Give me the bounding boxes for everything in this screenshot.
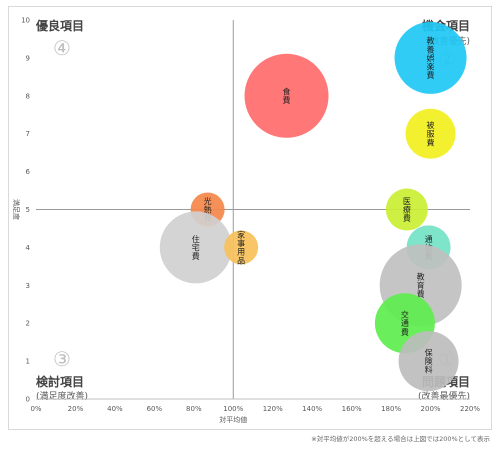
quadrant-title: 優良項目: [35, 18, 84, 33]
x-tick-label: 60%: [147, 405, 163, 413]
y-tick-label: 8: [26, 92, 30, 100]
bubble-label: 被服費: [427, 120, 435, 147]
quadrant-subtitle: (満足度改善): [36, 390, 88, 402]
x-tick-label: 140%: [302, 405, 322, 413]
x-axis-label: 対平均値: [219, 415, 247, 424]
bubble: [159, 211, 232, 284]
bubble: [385, 188, 428, 231]
y-tick-label: 5: [26, 206, 30, 214]
chart-frame: [8, 6, 492, 430]
quadrant-number: ④: [53, 36, 71, 60]
y-tick-label: 2: [26, 320, 30, 328]
x-tick-label: 100%: [223, 405, 243, 413]
x-tick-label: 200%: [421, 405, 441, 413]
x-tick-label: 180%: [381, 405, 401, 413]
y-tick-label: 4: [26, 244, 31, 252]
bubbles: 食費教養娯楽費被服費光熱費医療費住宅費家事用品通信費教育費交通費保険料: [159, 21, 467, 392]
x-tick-label: 20%: [68, 405, 84, 413]
x-tick-label: 0%: [30, 405, 41, 413]
bubble-label: 交通費: [401, 310, 409, 337]
bubble-label: 食費: [283, 87, 291, 106]
bubble: [398, 331, 459, 392]
y-tick-label: 3: [26, 282, 30, 290]
y-tick-label: 6: [26, 168, 31, 176]
quadrant-title: 検討項目: [36, 374, 84, 389]
quadrant-subtitle: (改善最優先): [418, 390, 470, 402]
y-tick-label: 7: [26, 130, 30, 138]
y-tick-label: 9: [26, 54, 30, 62]
bubble-label: 家事用品: [237, 230, 245, 266]
footnote: ※対平均値が200%を超える場合は上図では200%として表示: [311, 435, 490, 443]
y-tick-label: 10: [21, 17, 30, 25]
bubble-label: 保険料: [425, 348, 433, 375]
bubble-label: 住宅費: [192, 234, 200, 261]
y-tick-label: 0: [26, 396, 30, 404]
bubble-label: 教育費: [417, 272, 425, 299]
quadrant-number: ③: [53, 347, 71, 371]
bubble-label: 教養娯楽費: [427, 36, 435, 80]
bubble: [224, 230, 259, 265]
x-tick-label: 80%: [186, 405, 202, 413]
bubble-label: 医療費: [403, 197, 411, 223]
bubble: [405, 108, 456, 159]
axes: 0% 20% 40% 60% 80% 100% 120% 140% 160% 180% 200% 22…: [12, 17, 480, 425]
bubble: [244, 53, 329, 138]
y-axis-label: 満足度: [12, 199, 21, 220]
x-tick-label: 220%: [460, 405, 480, 413]
x-tick-label: 120%: [263, 405, 283, 413]
x-tick-label: 40%: [107, 405, 123, 413]
x-tick-label: 160%: [342, 405, 362, 413]
y-tick-label: 1: [26, 358, 30, 366]
bubble: [394, 21, 467, 94]
